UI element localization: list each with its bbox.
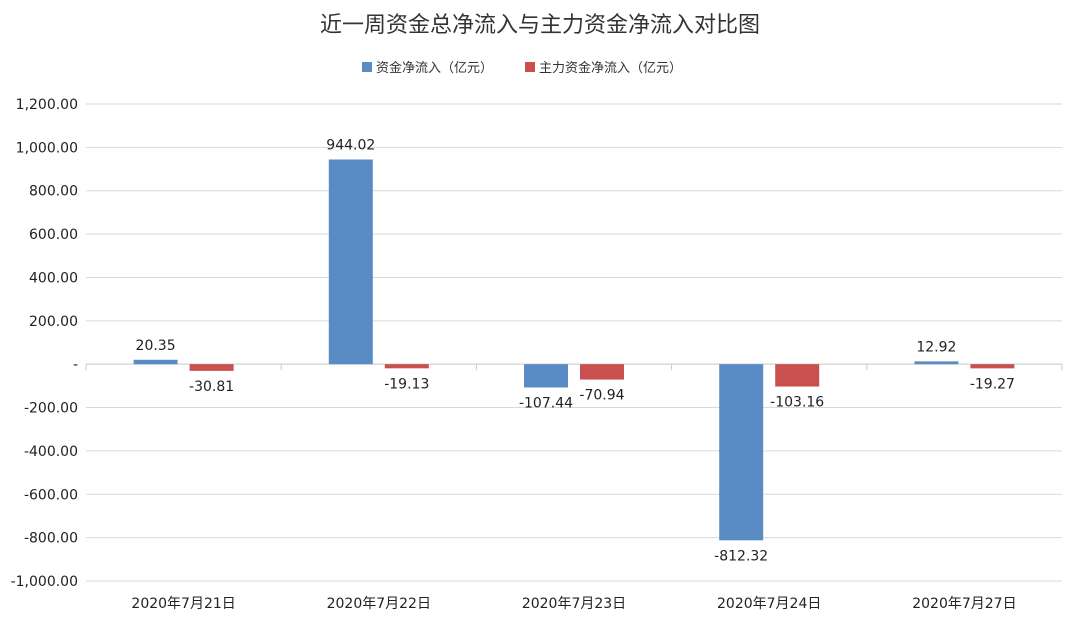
legend-label-1: 资金净流入（亿元）: [376, 60, 493, 76]
grid-lines: [85, 103, 1063, 582]
bar-series1: [914, 361, 959, 365]
bar-series2: [189, 364, 234, 371]
y-tick-label: 400.00: [29, 270, 78, 286]
bar-series1: [328, 159, 373, 365]
data-label-series1: 944.02: [326, 138, 375, 154]
y-tick-label: -800.00: [24, 531, 78, 547]
data-labels: 20.35 -30.81 944.02 -19.13 -107.44 -70.94 -812…: [136, 138, 1015, 565]
bar-series2: [970, 364, 1015, 369]
chart-title: 近一周资金总净流入与主力资金净流入对比图: [320, 13, 760, 38]
bar-series2: [580, 364, 624, 380]
y-tick-label: -400.00: [24, 444, 78, 460]
bar-series2: [775, 364, 820, 387]
data-label-series2: -70.94: [579, 388, 624, 404]
bars: [133, 159, 1015, 541]
y-tick-label: 1,000.00: [16, 140, 78, 156]
y-tick-label: -600.00: [24, 487, 78, 503]
bar-series2: [384, 364, 429, 369]
data-label-series1: 12.92: [916, 339, 956, 355]
x-category-label: 2020年7月22日: [327, 596, 431, 612]
x-category-label: 2020年7月21日: [131, 596, 235, 612]
bar-series1: [524, 364, 568, 388]
data-label-series2: -19.27: [970, 376, 1015, 392]
bar-series1: [133, 359, 178, 365]
x-category-label: 2020年7月24日: [717, 596, 821, 612]
data-label-series1: 20.35: [136, 338, 176, 354]
y-tick-label: -200.00: [24, 401, 78, 417]
data-label-series2: -30.81: [189, 379, 234, 395]
legend: 资金净流入（亿元） 主力资金净流入（亿元）: [362, 60, 682, 76]
data-label-series2: -19.13: [384, 376, 429, 392]
x-category-label: 2020年7月23日: [522, 596, 626, 612]
y-tick-label: 600.00: [29, 227, 78, 243]
x-axis: 2020年7月21日 2020年7月22日 2020年7月23日 2020年7月24日…: [131, 596, 1016, 612]
data-label-series1: -812.32: [714, 548, 768, 564]
y-axis: 1,200.00 1,000.00 800.00 600.00 400.00 200.00…: [11, 97, 78, 590]
data-label-series1: -107.44: [519, 395, 573, 411]
legend-swatch-1: [362, 62, 372, 72]
y-tick-label: -: [73, 357, 78, 373]
y-tick-label: 1,200.00: [16, 97, 78, 113]
data-label-series2: -103.16: [770, 395, 824, 411]
y-tick-label: 800.00: [29, 184, 78, 200]
bar-series1: [719, 364, 764, 541]
y-tick-label: 200.00: [29, 314, 78, 330]
y-tick-label: -1,000.00: [11, 574, 78, 590]
legend-swatch-2: [525, 62, 535, 72]
x-category-label: 2020年7月27日: [912, 596, 1016, 612]
legend-label-2: 主力资金净流入（亿元）: [539, 60, 682, 76]
